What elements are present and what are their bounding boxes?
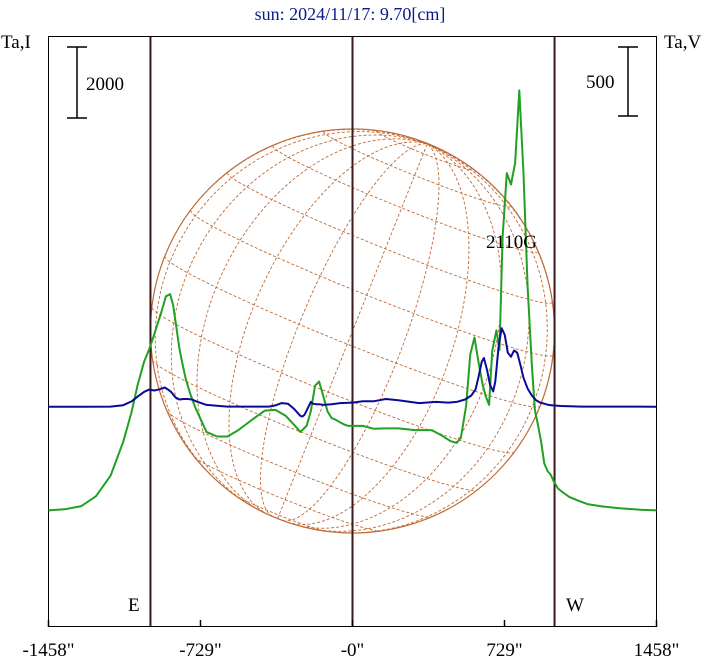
longitude-line bbox=[164, 128, 428, 257]
longitude-line bbox=[291, 143, 503, 529]
chart-title: sun: 2024/11/17: 9.70[cm] bbox=[255, 4, 446, 24]
x-tick-label: -729" bbox=[179, 640, 222, 661]
limb-and-center-lines bbox=[149, 37, 556, 626]
latitude-line bbox=[233, 494, 327, 532]
longitude-line bbox=[260, 143, 428, 517]
longitude-line bbox=[277, 143, 428, 519]
left-axis-label: Ta,I bbox=[1, 32, 31, 53]
longitude-line bbox=[287, 143, 470, 525]
left-scale-bar-label: 2000 bbox=[86, 74, 124, 95]
series-v-line bbox=[48, 327, 657, 418]
x-tick-label: 729" bbox=[486, 640, 522, 661]
x-tick-label: -1458" bbox=[22, 640, 74, 661]
longitude-line bbox=[196, 138, 428, 513]
right-scale-bar bbox=[618, 46, 638, 117]
latitude-line bbox=[152, 360, 478, 491]
longitude-line bbox=[336, 143, 548, 534]
east-limb-label: E bbox=[128, 595, 140, 616]
x-tick-label: 1458" bbox=[634, 640, 680, 661]
solar-disk-grid bbox=[149, 128, 556, 534]
annotation-2110g: 2110G bbox=[486, 232, 537, 253]
west-limb-label: W bbox=[566, 595, 584, 616]
left-scale-bar bbox=[67, 46, 87, 119]
longitude-line bbox=[303, 143, 530, 532]
series-i-line bbox=[48, 89, 657, 512]
x-tick-label: -0" bbox=[341, 640, 365, 661]
right-axis-label: Ta,V bbox=[664, 32, 701, 53]
right-scale-bar-label: 500 bbox=[586, 72, 615, 93]
longitude-line bbox=[170, 134, 428, 508]
x-axis-ticks: -1458" -729" -0" 729" 1458" bbox=[22, 620, 679, 661]
longitude-line bbox=[282, 143, 440, 522]
longitude-line bbox=[154, 131, 428, 489]
latitude-line bbox=[322, 131, 512, 208]
series-lines bbox=[48, 89, 657, 512]
longitude-line bbox=[228, 141, 428, 515]
latitude-line bbox=[166, 411, 432, 518]
